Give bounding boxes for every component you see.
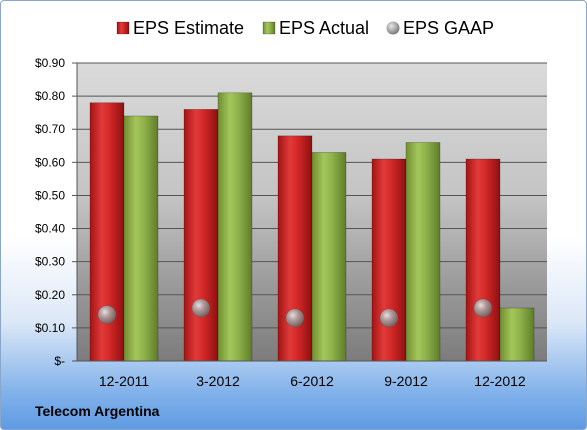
bar-eps-actual: [217, 92, 253, 362]
point-eps-gaap: [379, 308, 399, 328]
point-eps-gaap: [191, 298, 211, 318]
bar-eps-actual: [123, 115, 159, 362]
bar-eps-actual: [405, 142, 441, 362]
y-tick-label: $0.10: [35, 321, 65, 335]
x-tick-label: 12-2012: [474, 373, 526, 389]
legend-swatch: [386, 21, 400, 35]
point-eps-gaap: [285, 308, 305, 328]
legend-swatch: [262, 21, 276, 35]
bars: [89, 92, 535, 362]
y-tick-label: $0.60: [35, 155, 65, 169]
y-tick-label: $0.90: [35, 56, 65, 70]
x-tick-label: 12-2011: [99, 373, 150, 389]
bar-eps-actual: [311, 152, 347, 362]
y-tick-label: $0.40: [35, 222, 65, 236]
bar-eps-actual: [499, 307, 535, 362]
y-tick-label: $0.70: [35, 122, 65, 136]
point-eps-gaap: [97, 305, 117, 324]
legend-label: EPS Actual: [279, 18, 369, 38]
y-tick-label: $0.30: [35, 255, 65, 269]
legend-label: EPS GAAP: [403, 18, 494, 38]
legend-label: EPS Estimate: [133, 18, 244, 38]
legend: EPS Estimate EPS Actual EPS GAAP: [116, 18, 494, 38]
gaap-points: [97, 298, 493, 328]
x-tick-label: 3-2012: [196, 373, 240, 389]
bar-eps-estimate: [183, 109, 219, 362]
company-name: Telecom Argentina: [35, 403, 160, 419]
point-eps-gaap: [473, 298, 493, 318]
x-tick-label: 9-2012: [384, 373, 428, 389]
y-tick-label: $0.80: [35, 89, 65, 103]
y-axis: $- $0.10 $0.20 $0.30 $0.40 $0.50 $0.60 $0.70 $0.…: [35, 56, 78, 368]
x-tick-label: 6-2012: [290, 373, 334, 389]
bar-eps-estimate: [465, 158, 501, 362]
y-tick-label: $-: [54, 354, 65, 368]
y-tick-label: $0.20: [35, 288, 65, 302]
y-tick-label: $0.50: [35, 188, 65, 202]
legend-swatch: [116, 21, 130, 35]
x-axis: 12-2011 3-2012 6-2012 9-2012 12-2012: [77, 360, 547, 389]
bar-eps-estimate: [371, 158, 407, 362]
